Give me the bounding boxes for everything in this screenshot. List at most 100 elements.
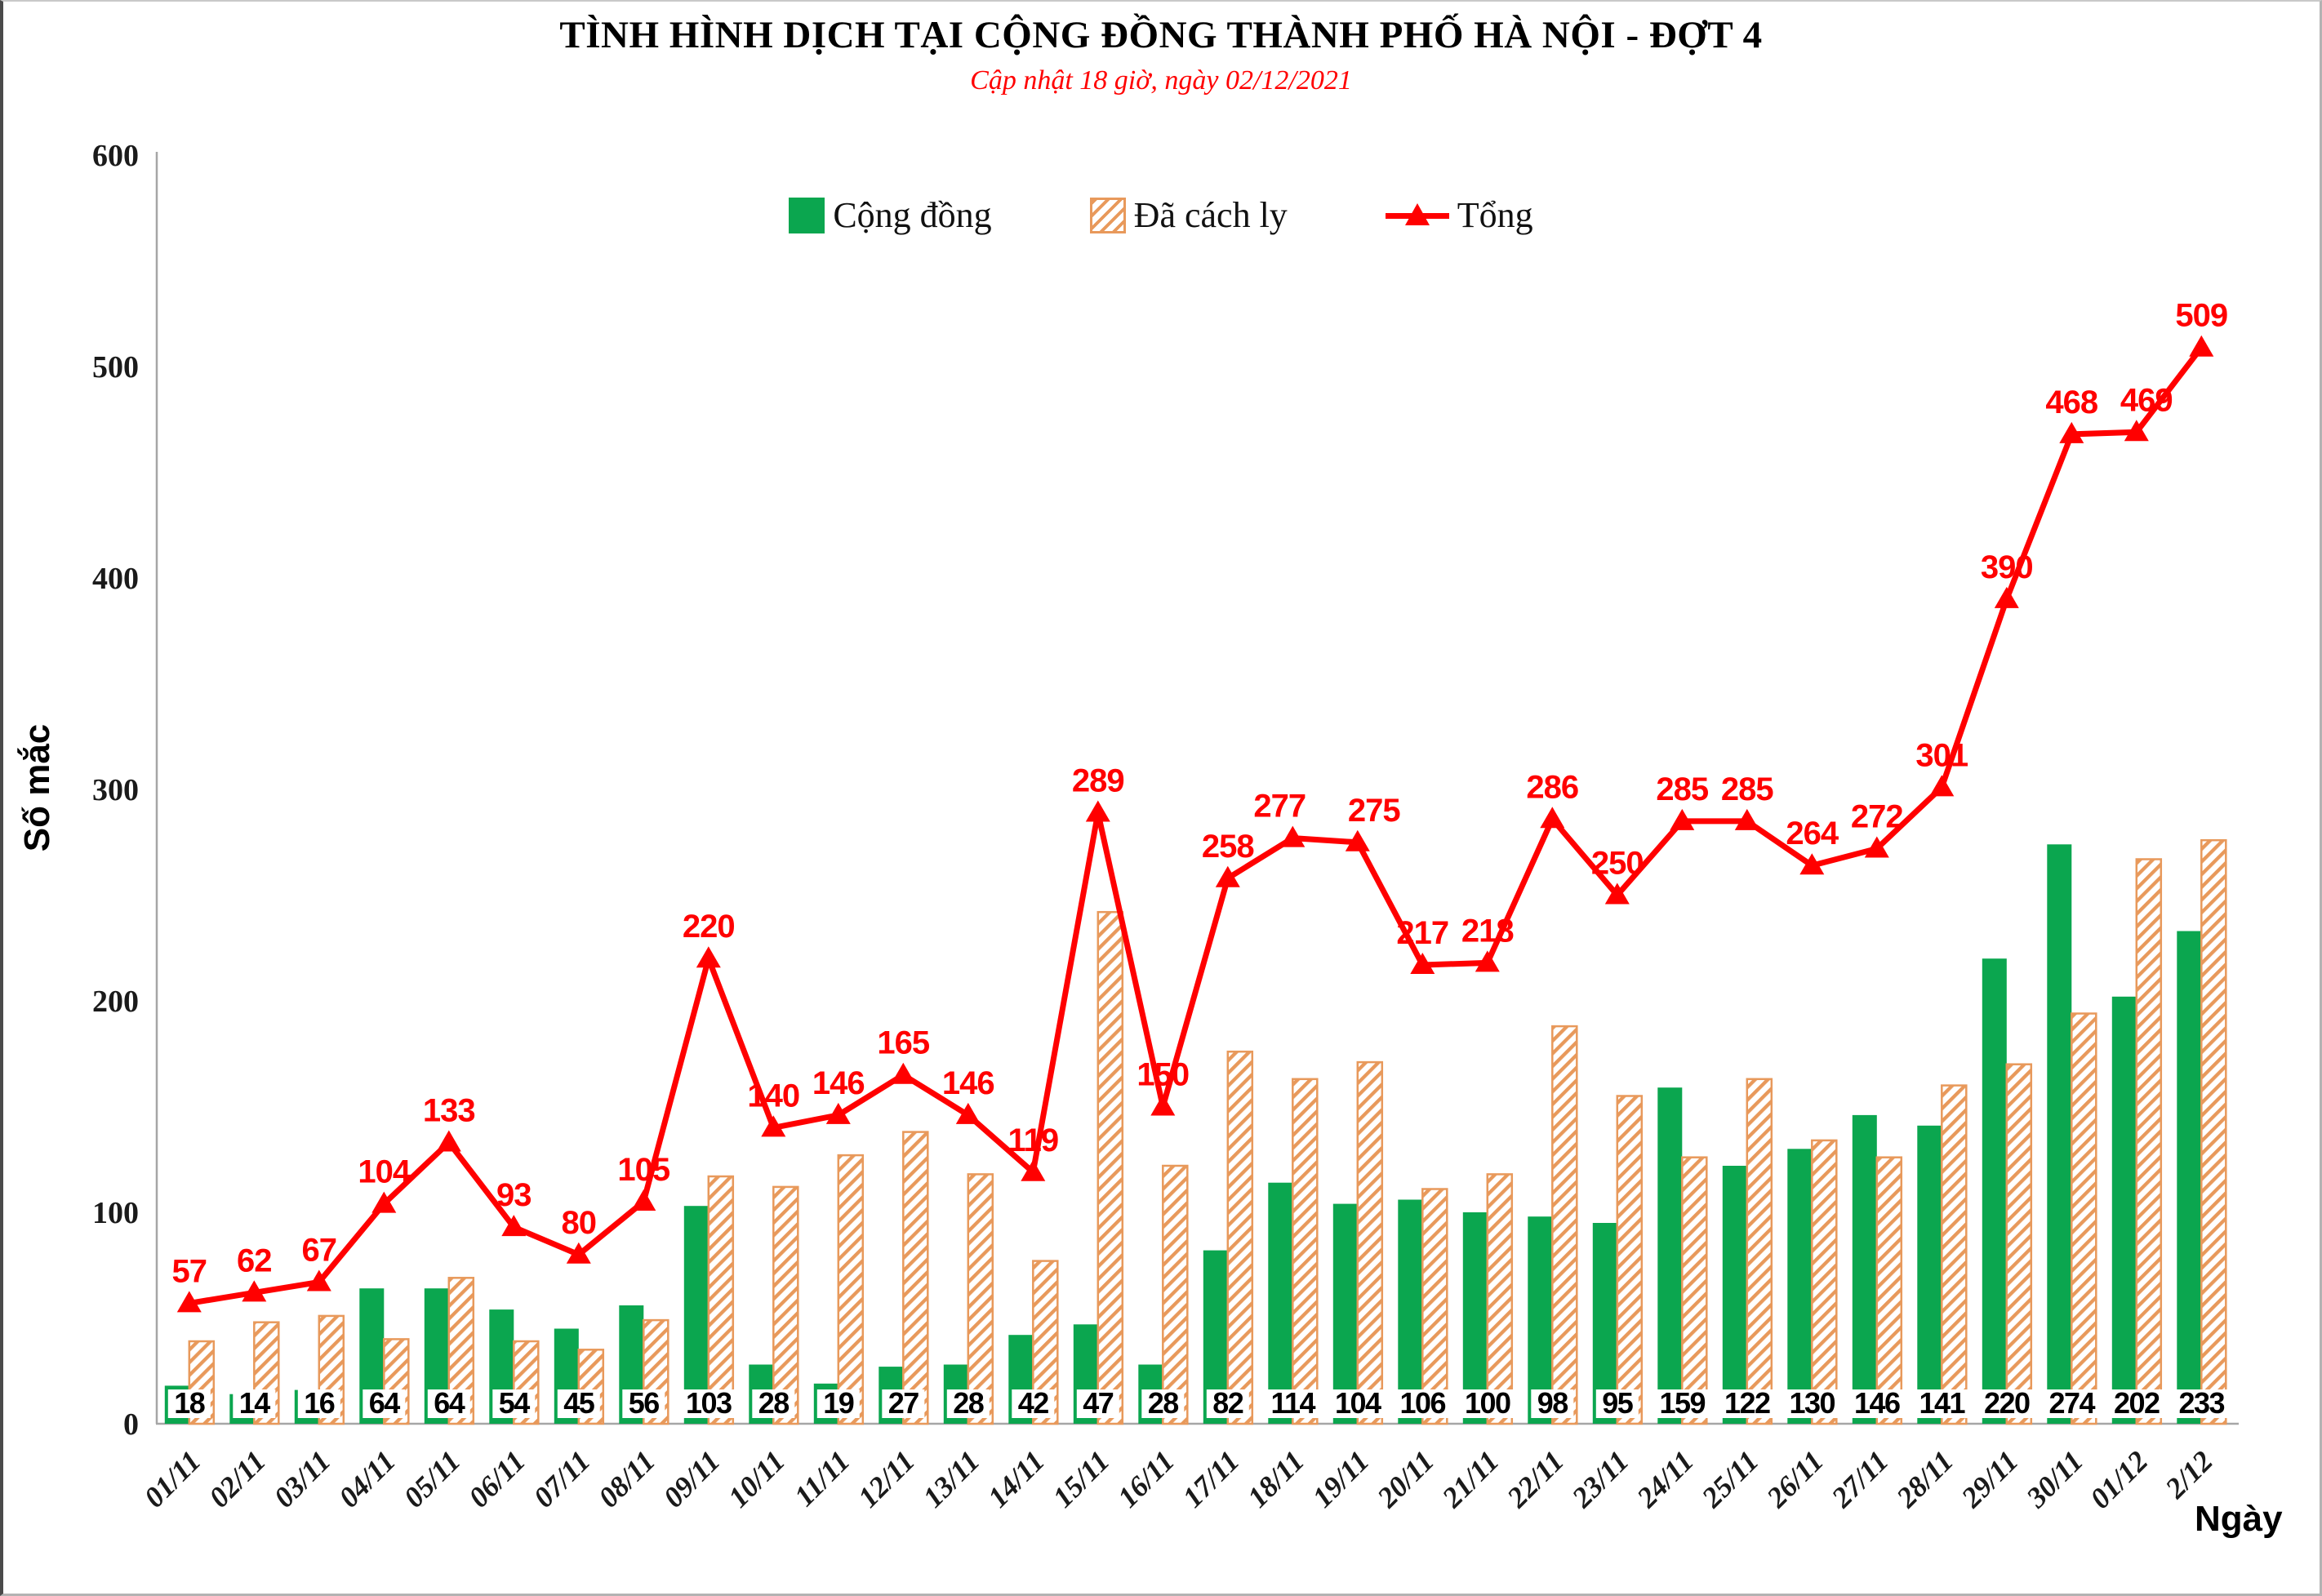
bar-value-label: 103 <box>686 1386 732 1420</box>
total-value-label: 258 <box>1202 829 1254 865</box>
total-value-label: 275 <box>1348 793 1400 829</box>
x-tick-label: 08/11 <box>592 1444 661 1514</box>
total-value-label: 468 <box>2045 385 2097 420</box>
total-value-label: 146 <box>942 1065 994 1101</box>
x-tick-label: 09/11 <box>657 1444 727 1514</box>
x-tick-label: 2/12 <box>2159 1444 2219 1505</box>
bar-da-cach-ly <box>2071 1014 2096 1425</box>
total-marker-icon <box>1086 801 1110 822</box>
bar-da-cach-ly <box>1358 1062 1382 1424</box>
bar-value-label: 14 <box>239 1386 271 1420</box>
bar-cong-dong <box>1853 1115 1877 1424</box>
bar-da-cach-ly <box>1812 1140 1836 1424</box>
total-marker-icon <box>437 1131 461 1152</box>
bar-value-label: 104 <box>1335 1386 1381 1420</box>
total-value-label: 285 <box>1721 771 1773 807</box>
x-tick-label: 01/11 <box>138 1444 207 1514</box>
bar-value-label: 233 <box>2179 1386 2225 1420</box>
total-value-label: 104 <box>358 1154 411 1190</box>
total-value-label: 62 <box>237 1243 272 1278</box>
total-value-label: 264 <box>1786 816 1839 851</box>
x-tick-label: 12/11 <box>852 1444 921 1514</box>
bar-value-label: 98 <box>1537 1386 1568 1420</box>
bar-value-label: 54 <box>499 1386 531 1420</box>
y-tick-label: 500 <box>92 350 139 385</box>
bar-value-label: 64 <box>434 1386 465 1420</box>
x-tick-label: 01/12 <box>2084 1444 2154 1514</box>
x-tick-label: 27/11 <box>1825 1444 1895 1514</box>
total-value-label: 146 <box>812 1065 865 1101</box>
bar-value-label: 141 <box>1919 1386 1966 1420</box>
total-value-label: 217 <box>1396 915 1448 951</box>
bar-value-label: 100 <box>1465 1386 1510 1420</box>
x-tick-label: 24/11 <box>1630 1444 1700 1514</box>
x-tick-label: 06/11 <box>462 1444 532 1514</box>
bar-da-cach-ly <box>903 1132 927 1424</box>
bar-value-label: 159 <box>1660 1386 1706 1420</box>
bar-value-label: 18 <box>174 1386 205 1420</box>
bar-cong-dong <box>1982 958 2007 1424</box>
total-value-label: 57 <box>172 1253 207 1289</box>
total-value-label: 105 <box>617 1152 669 1188</box>
x-tick-label: 11/11 <box>788 1444 856 1512</box>
total-marker-icon <box>2189 336 2213 357</box>
total-marker-icon <box>1540 807 1564 828</box>
total-value-label: 80 <box>562 1205 597 1241</box>
total-marker-icon <box>1216 866 1240 887</box>
total-value-label: 133 <box>423 1093 475 1129</box>
y-tick-label: 600 <box>92 139 139 173</box>
bar-value-label: 27 <box>888 1386 919 1420</box>
total-value-label: 301 <box>1915 737 1968 773</box>
bar-da-cach-ly <box>2007 1065 2031 1424</box>
bar-value-label: 114 <box>1271 1386 1316 1420</box>
x-tick-label: 21/11 <box>1435 1444 1506 1514</box>
bar-da-cach-ly <box>1292 1079 1317 1424</box>
x-tick-label: 25/11 <box>1695 1444 1765 1514</box>
total-marker-icon <box>1929 775 1954 796</box>
total-marker-icon <box>631 1189 656 1211</box>
bar-cong-dong <box>1787 1149 1812 1424</box>
total-marker-icon <box>696 946 721 967</box>
x-tick-label: 28/11 <box>1889 1444 1959 1514</box>
y-tick-label: 0 <box>123 1407 139 1442</box>
total-marker-icon <box>891 1063 915 1084</box>
total-value-label: 286 <box>1526 769 1578 805</box>
total-value-label: 289 <box>1072 763 1124 799</box>
bar-value-label: 130 <box>1790 1386 1835 1420</box>
total-marker-icon <box>1995 587 2019 608</box>
x-tick-label: 04/11 <box>332 1444 402 1514</box>
total-value-label: 390 <box>1981 549 2033 585</box>
bar-cong-dong <box>2047 844 2071 1424</box>
bar-cong-dong <box>2177 931 2201 1425</box>
bar-value-label: 47 <box>1083 1386 1114 1420</box>
bar-da-cach-ly <box>2137 860 2161 1425</box>
bar-value-label: 28 <box>1148 1386 1179 1420</box>
bar-value-label: 28 <box>758 1386 790 1420</box>
total-value-label: 150 <box>1137 1057 1189 1093</box>
bar-value-label: 64 <box>369 1386 401 1420</box>
bar-value-label: 220 <box>1984 1386 2030 1420</box>
total-value-label: 469 <box>2120 382 2173 418</box>
bar-cong-dong <box>1723 1166 1747 1424</box>
total-value-label: 67 <box>302 1233 337 1269</box>
x-tick-label: 13/11 <box>917 1444 986 1514</box>
bar-value-label: 42 <box>1018 1386 1049 1420</box>
bar-value-label: 106 <box>1400 1386 1446 1420</box>
x-tick-label: 16/11 <box>1111 1444 1181 1514</box>
bar-da-cach-ly <box>2201 840 2226 1424</box>
chart-plot-area: 010020030040050060001/1102/1103/1104/110… <box>0 0 2322 1596</box>
bar-value-label: 95 <box>1602 1386 1634 1420</box>
total-value-label: 509 <box>2175 298 2227 334</box>
bar-da-cach-ly <box>1098 912 1123 1424</box>
bar-value-label: 19 <box>823 1386 854 1420</box>
bar-value-label: 56 <box>629 1386 660 1420</box>
x-tick-label: 29/11 <box>1955 1444 2025 1514</box>
bar-cong-dong <box>2112 997 2137 1424</box>
total-value-label: 285 <box>1656 771 1708 807</box>
x-tick-label: 30/11 <box>2019 1444 2089 1514</box>
total-value-label: 165 <box>877 1025 929 1061</box>
total-marker-icon <box>1150 1095 1175 1116</box>
bar-da-cach-ly <box>1228 1051 1252 1424</box>
bar-value-label: 122 <box>1724 1386 1770 1420</box>
bar-value-label: 28 <box>953 1386 984 1420</box>
